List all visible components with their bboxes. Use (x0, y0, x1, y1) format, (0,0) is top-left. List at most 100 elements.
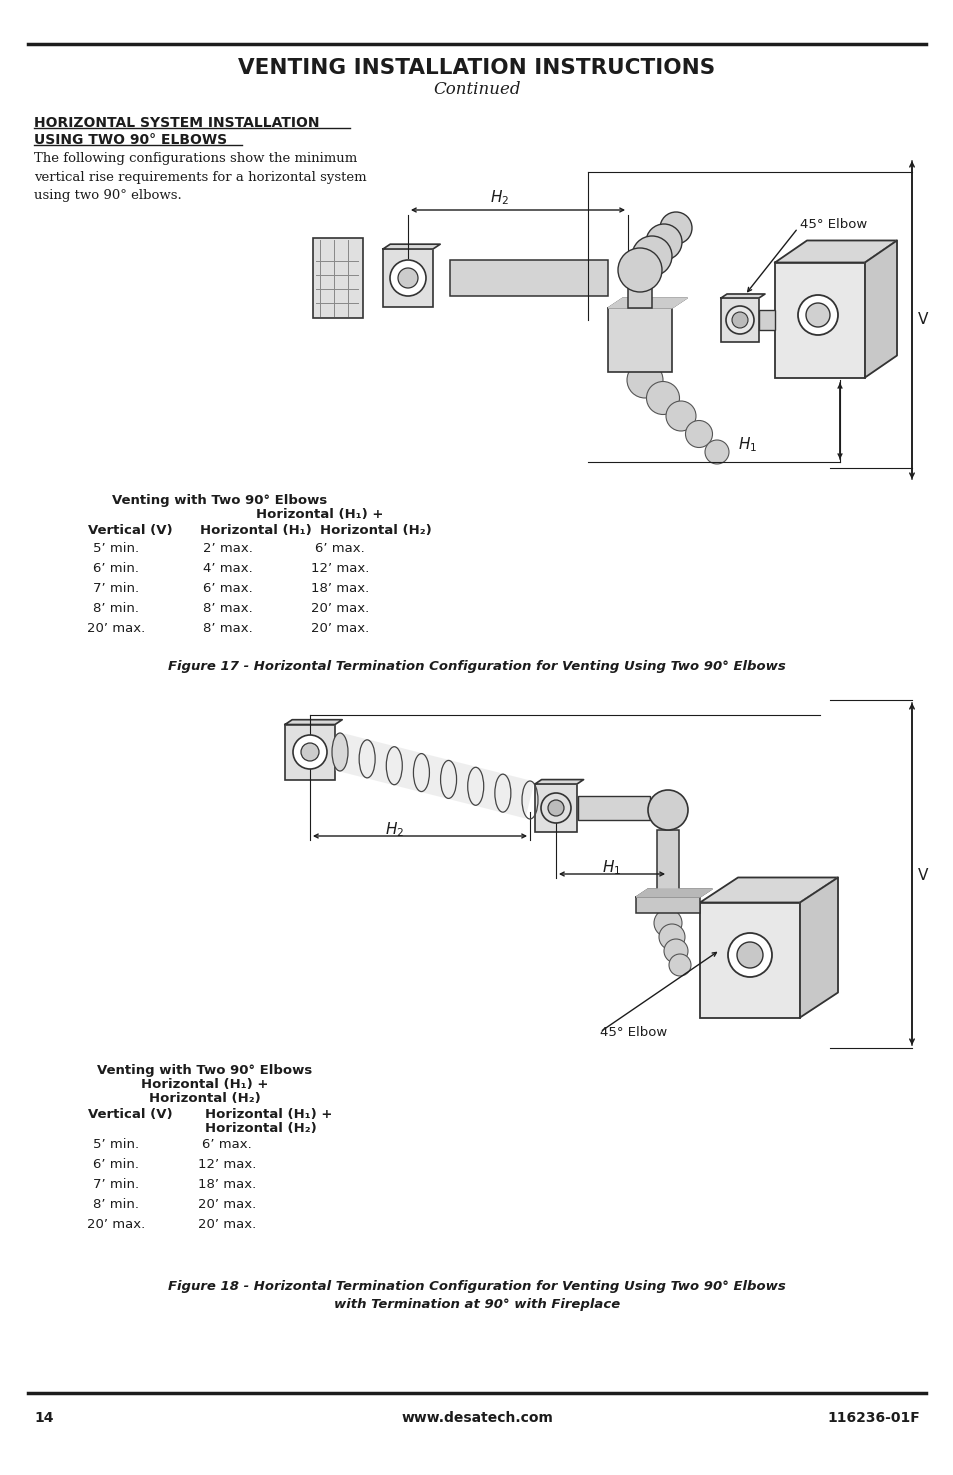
Text: USING TWO 90° ELBOWS: USING TWO 90° ELBOWS (34, 133, 227, 148)
Bar (285, 724, 335, 779)
Text: 116236-01F: 116236-01F (826, 1412, 919, 1425)
Text: 12’ max.: 12’ max. (311, 562, 369, 575)
Text: 7’ min.: 7’ min. (92, 1179, 139, 1190)
Text: 7’ min.: 7’ min. (92, 583, 139, 594)
Text: Horizontal (H₂): Horizontal (H₂) (319, 524, 432, 537)
Circle shape (293, 735, 327, 768)
Polygon shape (800, 878, 837, 1018)
Bar (382, 249, 433, 307)
Circle shape (737, 943, 762, 968)
Text: 6’ max.: 6’ max. (203, 583, 253, 594)
Text: The following configurations show the minimum
vertical rise requirements for a h: The following configurations show the mi… (34, 152, 366, 202)
Text: 18’ max.: 18’ max. (311, 583, 369, 594)
Circle shape (626, 361, 662, 398)
Polygon shape (864, 240, 896, 378)
Text: 5’ min.: 5’ min. (92, 541, 139, 555)
Text: VENTING INSTALLATION INSTRUCTIONS: VENTING INSTALLATION INSTRUCTIONS (238, 58, 715, 78)
Polygon shape (535, 780, 583, 785)
Text: 8’ max.: 8’ max. (203, 602, 253, 615)
Circle shape (704, 440, 728, 465)
Circle shape (665, 401, 696, 431)
Circle shape (547, 799, 563, 816)
Circle shape (727, 934, 771, 976)
Circle shape (654, 909, 681, 937)
Polygon shape (720, 294, 764, 298)
Text: Horizontal (H₁) +: Horizontal (H₁) + (205, 1108, 332, 1121)
Circle shape (540, 794, 571, 823)
Circle shape (390, 260, 426, 296)
Text: 14: 14 (34, 1412, 53, 1425)
Text: V: V (917, 313, 927, 327)
Polygon shape (382, 245, 439, 249)
Text: Venting with Two 90° Elbows: Venting with Two 90° Elbows (112, 494, 327, 507)
Circle shape (668, 954, 690, 976)
Polygon shape (607, 298, 686, 308)
Text: 8’ max.: 8’ max. (203, 622, 253, 636)
Text: 6’ min.: 6’ min. (92, 1158, 139, 1171)
Bar (657, 830, 679, 889)
Circle shape (663, 940, 687, 963)
Text: 6’ max.: 6’ max. (314, 541, 364, 555)
Circle shape (731, 313, 747, 327)
Circle shape (647, 791, 687, 830)
Text: 6’ max.: 6’ max. (202, 1139, 252, 1150)
Text: 12’ max.: 12’ max. (197, 1158, 256, 1171)
Bar (607, 308, 671, 372)
Polygon shape (636, 889, 711, 897)
Text: www.desatech.com: www.desatech.com (400, 1412, 553, 1425)
Bar (578, 796, 649, 820)
Bar (636, 897, 700, 913)
Circle shape (659, 923, 684, 950)
Polygon shape (285, 720, 342, 724)
Text: Horizontal (H₁) +: Horizontal (H₁) + (256, 507, 383, 521)
Bar (627, 254, 651, 308)
Text: 20’ max.: 20’ max. (197, 1218, 255, 1232)
Circle shape (618, 248, 661, 292)
Text: $H_2$: $H_2$ (490, 189, 509, 208)
Text: $H_2$: $H_2$ (385, 820, 404, 839)
Bar (759, 310, 774, 330)
Text: Continued: Continued (433, 81, 520, 99)
Text: Venting with Two 90° Elbows: Venting with Two 90° Elbows (97, 1063, 313, 1077)
Text: 6’ min.: 6’ min. (92, 562, 139, 575)
Text: HORIZONTAL SYSTEM INSTALLATION: HORIZONTAL SYSTEM INSTALLATION (34, 117, 324, 130)
Circle shape (631, 236, 671, 276)
Circle shape (645, 224, 681, 260)
Text: 45° Elbow: 45° Elbow (800, 218, 866, 232)
Text: $H_1$: $H_1$ (601, 858, 621, 878)
Bar (700, 903, 800, 1018)
Ellipse shape (332, 733, 348, 771)
Text: 20’ max.: 20’ max. (87, 622, 145, 636)
Text: 5’ min.: 5’ min. (92, 1139, 139, 1150)
Text: 45° Elbow: 45° Elbow (599, 1025, 666, 1038)
Circle shape (659, 212, 691, 243)
Circle shape (685, 420, 712, 447)
Polygon shape (774, 240, 896, 263)
Text: 18’ max.: 18’ max. (197, 1179, 255, 1190)
Circle shape (301, 743, 318, 761)
Text: Figure 18 - Horizontal Termination Configuration for Venting Using Two 90° Elbow: Figure 18 - Horizontal Termination Confi… (168, 1280, 785, 1294)
Text: Horizontal (H₁) +: Horizontal (H₁) + (141, 1078, 269, 1092)
Bar (535, 785, 577, 832)
Bar (774, 263, 864, 378)
Text: Horizontal (H₁): Horizontal (H₁) (200, 524, 312, 537)
Text: with Termination at 90° with Fireplace: with Termination at 90° with Fireplace (334, 1298, 619, 1311)
Text: 4’ max.: 4’ max. (203, 562, 253, 575)
Circle shape (797, 295, 837, 335)
Circle shape (397, 268, 417, 288)
Text: 20’ max.: 20’ max. (311, 622, 369, 636)
Text: V: V (917, 867, 927, 882)
Text: 20’ max.: 20’ max. (87, 1218, 145, 1232)
Text: Vertical (V): Vertical (V) (88, 524, 172, 537)
Bar (313, 237, 363, 319)
Text: $H_1$: $H_1$ (738, 435, 757, 454)
Text: 8’ min.: 8’ min. (92, 1198, 139, 1211)
Polygon shape (335, 733, 534, 819)
Text: Horizontal (H₂): Horizontal (H₂) (149, 1092, 260, 1105)
Bar (720, 298, 759, 342)
Circle shape (646, 382, 679, 414)
Text: 20’ max.: 20’ max. (311, 602, 369, 615)
Polygon shape (700, 878, 837, 903)
Text: Figure 17 - Horizontal Termination Configuration for Venting Using Two 90° Elbow: Figure 17 - Horizontal Termination Confi… (168, 659, 785, 673)
Circle shape (725, 305, 753, 333)
